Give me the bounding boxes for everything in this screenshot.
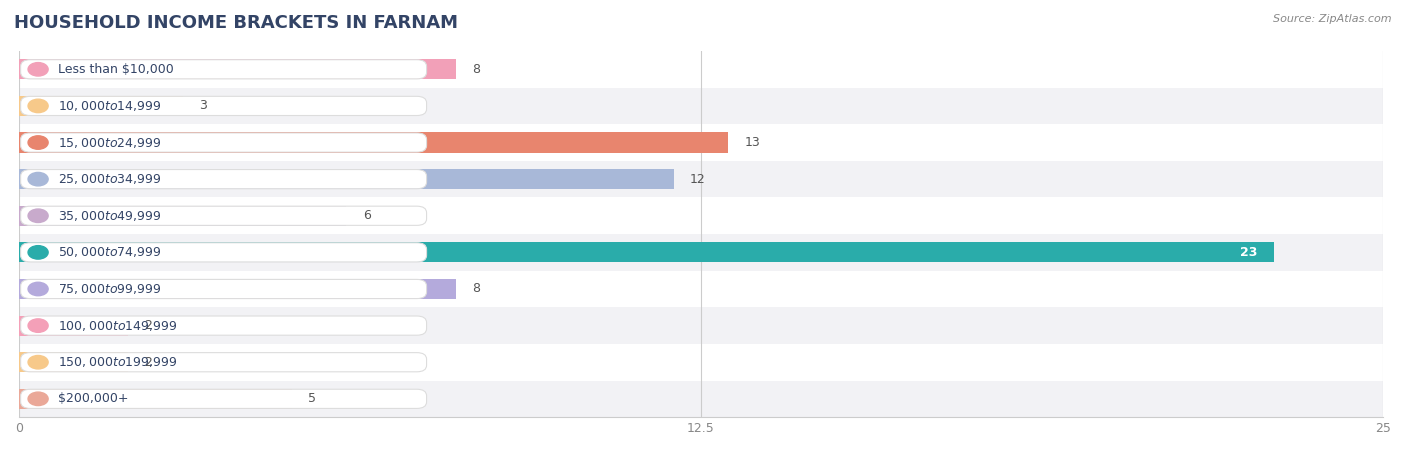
Bar [20, 96, 183, 116]
Bar [20, 271, 1384, 307]
Circle shape [28, 172, 48, 186]
Bar [20, 88, 1384, 124]
Text: $15,000 to $24,999: $15,000 to $24,999 [58, 135, 162, 149]
Bar [20, 352, 128, 372]
Circle shape [28, 319, 48, 333]
Bar [20, 315, 128, 336]
Bar [20, 124, 1384, 161]
Text: 3: 3 [200, 99, 207, 112]
Bar [20, 51, 1384, 88]
Text: Less than $10,000: Less than $10,000 [58, 63, 174, 76]
Circle shape [28, 63, 48, 76]
Text: HOUSEHOLD INCOME BRACKETS IN FARNAM: HOUSEHOLD INCOME BRACKETS IN FARNAM [14, 14, 458, 32]
Circle shape [28, 246, 48, 259]
Text: 12: 12 [690, 173, 706, 186]
Bar [20, 242, 1274, 262]
FancyBboxPatch shape [21, 133, 426, 152]
Text: Source: ZipAtlas.com: Source: ZipAtlas.com [1274, 14, 1392, 23]
FancyBboxPatch shape [21, 243, 426, 262]
Bar [20, 234, 1384, 271]
Circle shape [28, 356, 48, 369]
Text: $75,000 to $99,999: $75,000 to $99,999 [58, 282, 162, 296]
Circle shape [28, 209, 48, 222]
Text: $25,000 to $34,999: $25,000 to $34,999 [58, 172, 162, 186]
FancyBboxPatch shape [21, 206, 426, 225]
Text: $35,000 to $49,999: $35,000 to $49,999 [58, 209, 162, 223]
Text: 8: 8 [472, 63, 479, 76]
Text: 13: 13 [745, 136, 761, 149]
Text: $200,000+: $200,000+ [58, 392, 129, 405]
Bar [20, 279, 456, 299]
Bar [20, 169, 673, 189]
Bar [20, 307, 1384, 344]
Bar [20, 198, 1384, 234]
FancyBboxPatch shape [21, 60, 426, 79]
Bar [20, 381, 1384, 417]
Text: 23: 23 [1240, 246, 1257, 259]
Bar [20, 206, 346, 226]
Circle shape [28, 99, 48, 112]
Circle shape [28, 282, 48, 296]
Text: $10,000 to $14,999: $10,000 to $14,999 [58, 99, 162, 113]
FancyBboxPatch shape [21, 170, 426, 189]
Bar [20, 59, 456, 79]
FancyBboxPatch shape [21, 316, 426, 335]
FancyBboxPatch shape [21, 389, 426, 409]
Bar [20, 132, 728, 153]
Circle shape [28, 136, 48, 149]
Bar [20, 389, 292, 409]
FancyBboxPatch shape [21, 279, 426, 299]
Text: $100,000 to $149,999: $100,000 to $149,999 [58, 319, 177, 333]
Bar [20, 161, 1384, 198]
Text: $150,000 to $199,999: $150,000 to $199,999 [58, 355, 177, 369]
Text: $50,000 to $74,999: $50,000 to $74,999 [58, 245, 162, 259]
Text: 8: 8 [472, 283, 479, 296]
FancyBboxPatch shape [21, 96, 426, 116]
Bar [20, 344, 1384, 381]
Text: 6: 6 [363, 209, 371, 222]
Text: 5: 5 [308, 392, 316, 405]
Text: 2: 2 [145, 319, 152, 332]
FancyBboxPatch shape [21, 353, 426, 372]
Circle shape [28, 392, 48, 405]
Text: 2: 2 [145, 356, 152, 369]
